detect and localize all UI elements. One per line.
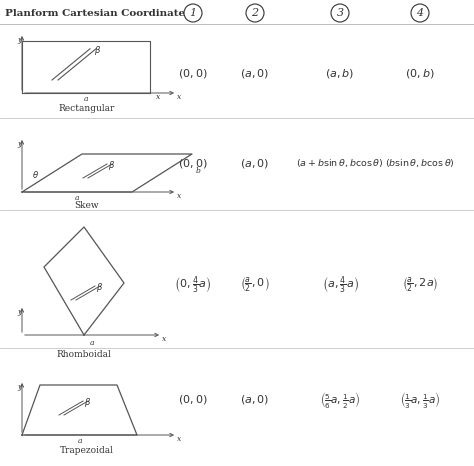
Circle shape (246, 4, 264, 22)
Text: Rectangular: Rectangular (59, 104, 115, 113)
Text: $(0,0)$: $(0,0)$ (178, 393, 208, 406)
Text: $(a,b)$: $(a,b)$ (325, 67, 355, 80)
Text: $(0,0)$: $(0,0)$ (178, 157, 208, 170)
Text: y: y (17, 36, 21, 44)
Text: a: a (84, 95, 88, 103)
Text: $(a+b\sin\theta,b\cos\theta)$: $(a+b\sin\theta,b\cos\theta)$ (296, 157, 383, 169)
Text: $\left(\frac{1}{3}a,\frac{1}{3}a\right)$: $\left(\frac{1}{3}a,\frac{1}{3}a\right)$ (400, 390, 440, 410)
Text: $\left(\frac{a}{2},2a\right)$: $\left(\frac{a}{2},2a\right)$ (402, 276, 438, 294)
Text: Trapezoidal: Trapezoidal (60, 446, 114, 455)
Text: $(b\sin\theta,b\cos\theta)$: $(b\sin\theta,b\cos\theta)$ (385, 157, 455, 169)
Text: x: x (156, 93, 160, 101)
Text: $\beta$: $\beta$ (108, 159, 115, 172)
Text: $\left(a,\frac{4}{3}a\right)$: $\left(a,\frac{4}{3}a\right)$ (321, 274, 358, 295)
Circle shape (411, 4, 429, 22)
Text: $\left(\frac{5}{6}a,\frac{1}{2}a\right)$: $\left(\frac{5}{6}a,\frac{1}{2}a\right)$ (320, 390, 360, 410)
Text: y: y (17, 383, 21, 391)
Text: $\left(0,\frac{4}{3}a\right)$: $\left(0,\frac{4}{3}a\right)$ (174, 274, 211, 295)
Text: $\left(\frac{a}{2},0\right)$: $\left(\frac{a}{2},0\right)$ (240, 276, 270, 294)
Text: Planform Cartesian Coordinates: Planform Cartesian Coordinates (5, 8, 191, 18)
Text: x: x (177, 192, 181, 200)
Text: $\theta$: $\theta$ (32, 169, 39, 180)
Text: $(a,0)$: $(a,0)$ (240, 157, 270, 170)
Text: $\beta$: $\beta$ (84, 396, 91, 409)
Text: $(a,0)$: $(a,0)$ (240, 67, 270, 80)
Text: $(0,0)$: $(0,0)$ (178, 67, 208, 80)
Text: 4: 4 (417, 8, 424, 18)
Text: $(0,b)$: $(0,b)$ (405, 67, 435, 80)
Text: $\beta$: $\beta$ (94, 44, 101, 57)
Text: y: y (17, 140, 21, 148)
Text: 1: 1 (190, 8, 197, 18)
Circle shape (331, 4, 349, 22)
Text: 2: 2 (251, 8, 258, 18)
Text: b: b (196, 167, 201, 175)
Circle shape (184, 4, 202, 22)
Text: $(a,0)$: $(a,0)$ (240, 393, 270, 406)
Text: a: a (90, 339, 94, 347)
Text: a: a (75, 194, 79, 202)
Text: x: x (177, 435, 181, 443)
Text: Rhomboidal: Rhomboidal (56, 350, 111, 359)
Text: a: a (77, 437, 82, 445)
Text: 3: 3 (337, 8, 344, 18)
Text: $\beta$: $\beta$ (96, 281, 103, 294)
Text: y: y (17, 308, 21, 316)
Text: x: x (162, 335, 166, 343)
Text: Skew: Skew (75, 201, 100, 210)
Text: x: x (177, 93, 181, 101)
